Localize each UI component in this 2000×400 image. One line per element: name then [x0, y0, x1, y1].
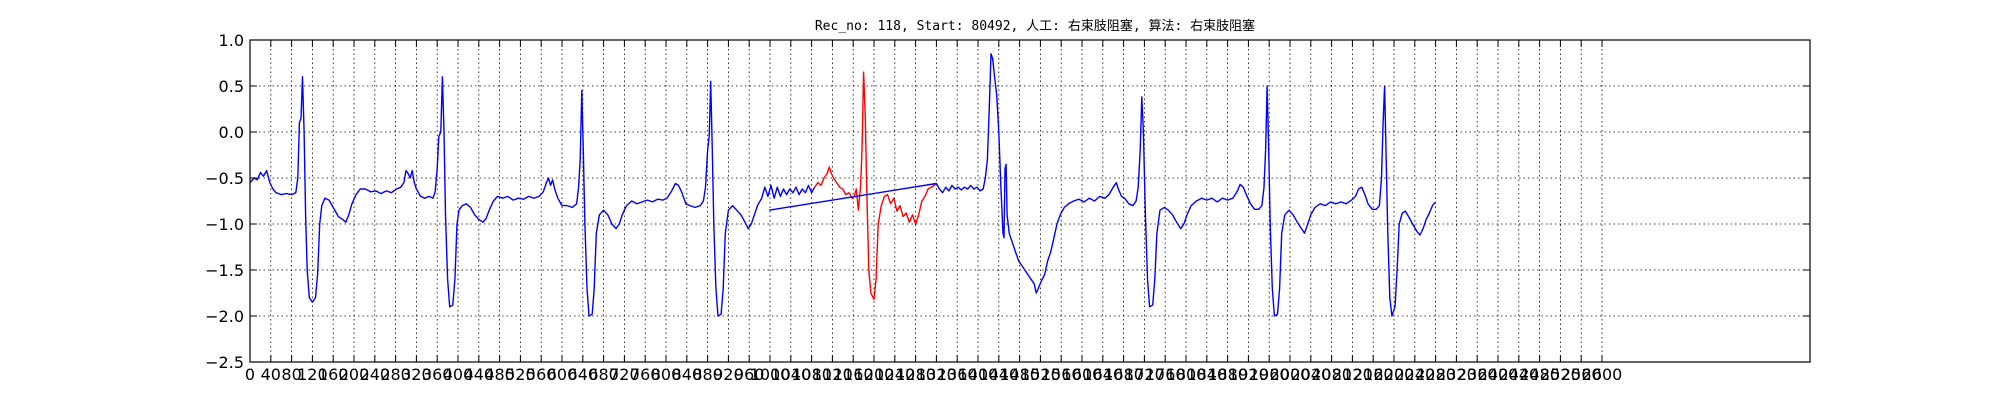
signal-line-2 — [769, 54, 1285, 316]
y-tick-label: −0.5 — [205, 169, 244, 188]
signal-series — [250, 54, 1436, 316]
y-tick-label: −2.0 — [205, 307, 244, 326]
x-tick-label: 0 — [245, 365, 255, 384]
signal-line-3 — [1285, 86, 1436, 316]
x-axis: 0 40 8012016020024028032036040044048052056… — [245, 40, 1622, 384]
y-tick-label: −1.5 — [205, 261, 244, 280]
y-tick-label: −2.5 — [205, 353, 244, 372]
grid-lines — [250, 40, 1810, 362]
y-tick-label: 0.0 — [219, 123, 244, 142]
x-tick-label: 40 — [261, 365, 281, 384]
y-tick-label: 1.0 — [219, 31, 244, 50]
y-tick-label: −1.0 — [205, 215, 244, 234]
signal-line-0 — [250, 77, 815, 316]
chart-title: Rec_no: 118, Start: 80492, 人工: 右束肢阻塞, 算法… — [815, 18, 1255, 34]
y-tick-label: 0.5 — [219, 77, 244, 96]
plot-frame — [250, 40, 1810, 362]
x-tick-label: 2600 — [1582, 365, 1623, 384]
